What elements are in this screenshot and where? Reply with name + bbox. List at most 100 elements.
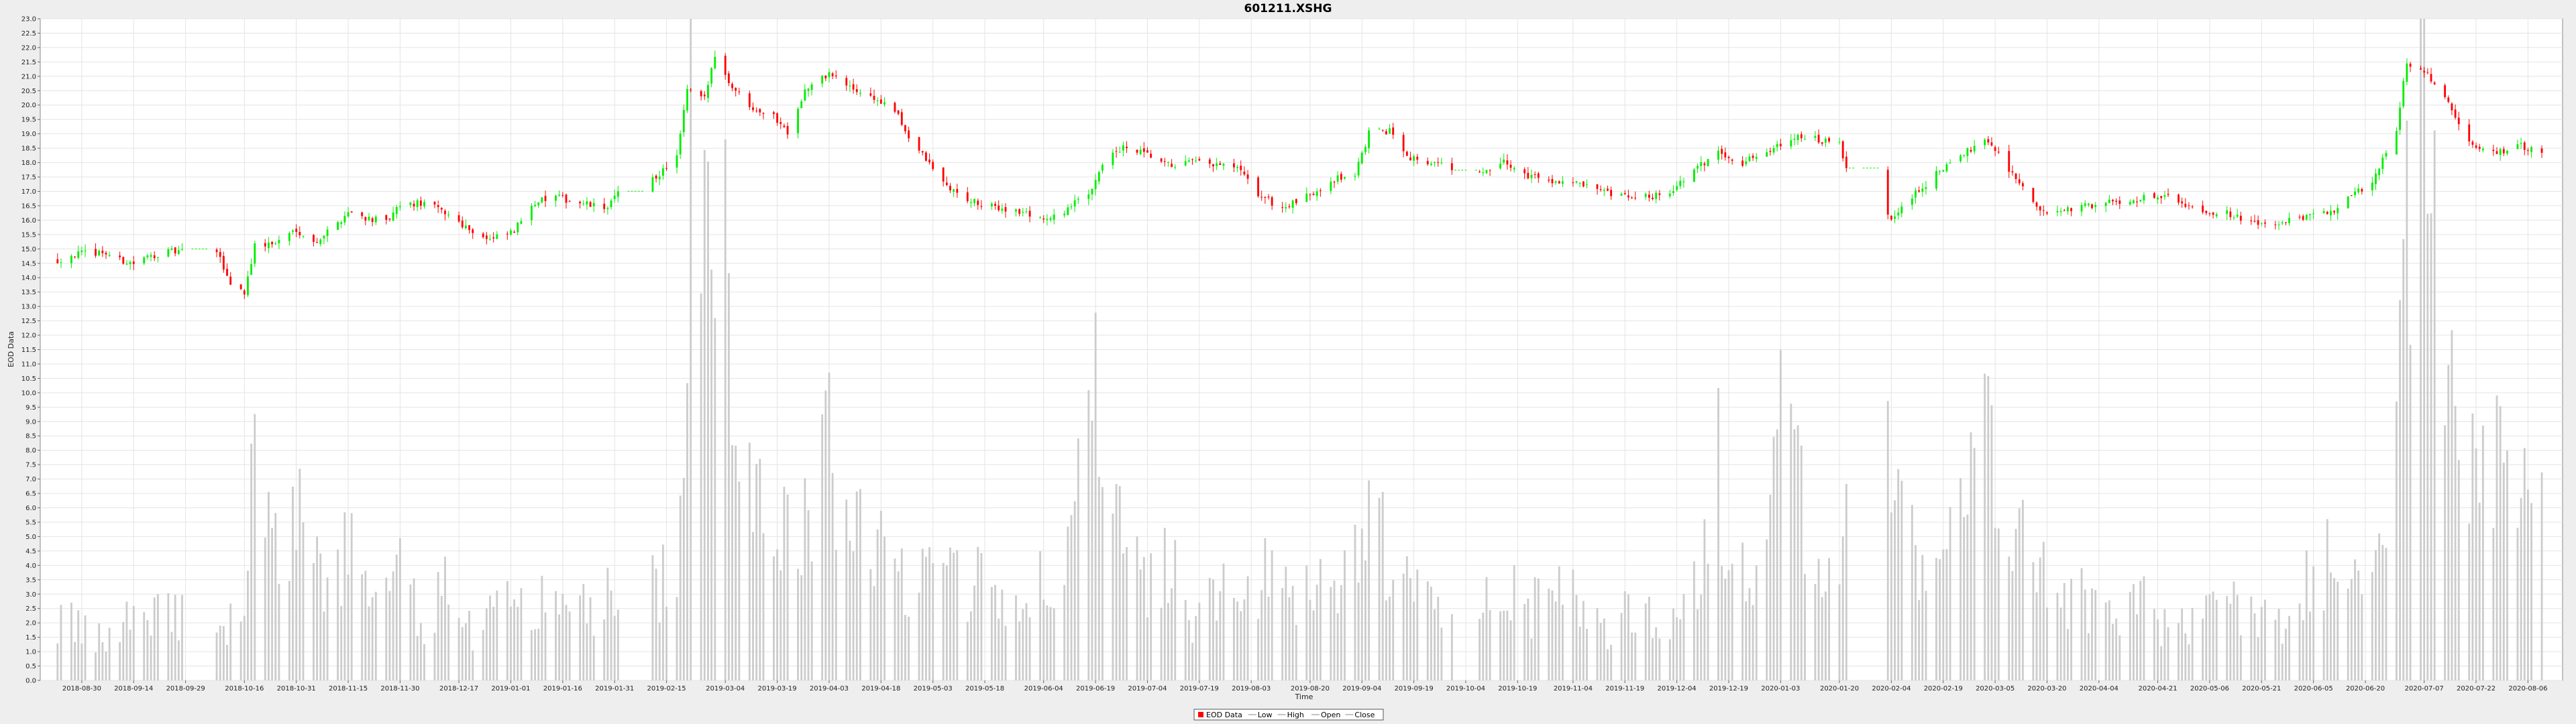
candle-body: [2178, 194, 2180, 203]
candle-body: [2236, 215, 2239, 217]
volume-bar: [170, 631, 173, 680]
volume-bar: [2253, 613, 2256, 680]
volume-bar: [1554, 601, 1557, 680]
volume-bar: [1028, 617, 1031, 680]
y-tick-label: 15.0: [21, 246, 36, 253]
candle-body: [129, 261, 131, 265]
candle-body: [900, 112, 903, 125]
candle-body: [1796, 135, 1799, 140]
candle-body: [776, 113, 779, 123]
volume-bar: [592, 636, 595, 680]
volume-bar: [1915, 545, 1917, 680]
legend-label: EOD Data: [1206, 711, 1242, 719]
volume-bar: [2215, 599, 2218, 680]
volume-bar: [313, 563, 315, 680]
candle-body: [517, 223, 519, 233]
volume-bar: [2094, 590, 2097, 680]
volume-bar: [994, 585, 996, 680]
candle-body: [703, 95, 706, 97]
volume-bars: [56, 19, 2543, 681]
volume-bar: [2520, 497, 2522, 680]
candle-body: [2333, 210, 2336, 213]
candle-body: [1233, 163, 1235, 168]
candle-body: [1918, 190, 1921, 192]
volume-bar: [1336, 613, 1339, 680]
volume-bar: [755, 463, 758, 680]
candle-body: [1668, 193, 1671, 196]
volume-bar: [831, 473, 834, 680]
candle-body: [2118, 200, 2121, 204]
candle-body: [2181, 201, 2184, 204]
volume-bar: [1184, 600, 1187, 680]
candle-body: [1578, 182, 1581, 184]
candle-body: [2402, 80, 2405, 107]
candle-body: [170, 248, 173, 250]
volume-bar: [586, 623, 588, 680]
candle-body: [665, 168, 667, 169]
volume-bar: [492, 607, 495, 680]
volume-bar: [239, 621, 242, 680]
volume-bar: [288, 581, 290, 680]
volume-bar: [2056, 593, 2059, 680]
candle-body: [1672, 191, 1674, 193]
volume-bar: [953, 552, 955, 680]
x-tick-label: 2019-08-03: [1232, 685, 1271, 692]
volume-bar: [1222, 563, 1225, 680]
candle-body: [980, 206, 983, 207]
candle-body: [226, 269, 228, 276]
candle-body: [966, 192, 969, 202]
volume-bar: [1503, 610, 1505, 680]
candle-body: [783, 125, 786, 127]
candle-body: [2039, 206, 2041, 210]
candle-body: [2153, 193, 2155, 198]
volume-bar: [374, 591, 377, 680]
candle-body: [2499, 149, 2502, 155]
volume-bar: [472, 650, 474, 680]
candle-body: [1171, 164, 1173, 168]
volume-bar: [156, 594, 159, 680]
candle-body: [735, 87, 737, 91]
candle-body: [2104, 202, 2107, 206]
chart-title: 601211.XSHG: [1244, 2, 1332, 15]
y-tick-label: 2.5: [25, 605, 36, 613]
volume-bar: [908, 616, 910, 680]
x-tick-label: 2019-11-04: [1554, 685, 1593, 692]
candle-body: [2420, 68, 2422, 70]
candle-body: [568, 201, 571, 202]
y-tick-label: 16.5: [21, 202, 36, 210]
volume-bar: [2153, 609, 2155, 680]
volume-bar: [655, 568, 657, 680]
candle-body: [2371, 182, 2373, 190]
volume-bar: [1219, 591, 1222, 680]
candle-body: [1336, 175, 1339, 182]
volume-bar: [1264, 538, 1267, 680]
candle-body: [589, 202, 592, 207]
candle-body: [797, 109, 799, 133]
volume-bar: [1295, 625, 1297, 680]
candle-body: [143, 257, 146, 263]
legend-label: Close: [1354, 711, 1375, 719]
candle-body: [1236, 166, 1238, 168]
candle-body: [752, 107, 754, 111]
candle-body: [2302, 216, 2304, 220]
candle-body: [520, 221, 523, 224]
volume-bar: [1558, 566, 1560, 680]
candle-body: [2381, 158, 2384, 170]
volume-bar: [2284, 628, 2287, 680]
candle-body: [1219, 163, 1222, 166]
volume-bar: [150, 636, 152, 680]
candle-body: [2059, 210, 2062, 213]
candle-body: [1817, 135, 1820, 143]
candle-body: [1295, 199, 1297, 204]
candle-body: [444, 210, 446, 215]
volume-bar: [98, 623, 101, 680]
volume-bar: [2070, 579, 2073, 680]
volume-bar: [1513, 565, 1515, 680]
candle-body: [2191, 206, 2194, 208]
y-tick-label: 5.5: [25, 519, 36, 526]
y-tick-label: 7.5: [25, 462, 36, 469]
volume-bar: [70, 602, 72, 680]
candle-body: [1821, 142, 1823, 144]
candle-body: [2042, 210, 2045, 211]
y-tick-label: 6.0: [25, 505, 36, 512]
